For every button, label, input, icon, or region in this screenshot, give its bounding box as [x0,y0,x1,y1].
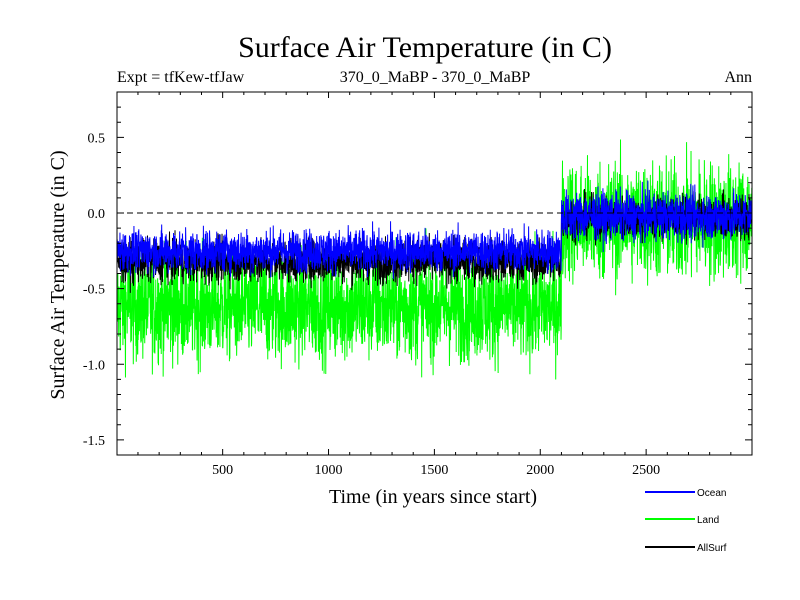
experiment-label: Expt = tfKew-tfJaw [117,69,245,86]
series-line-ocean [116,180,753,280]
legend-label: AllSurf [697,543,727,554]
season-label: Ann [724,69,752,86]
x-axis-label: Time (in years since start) [329,486,537,508]
legend: Ocean Land AllSurf [645,488,727,554]
y-axis-label: Surface Air Temperature (in C) [47,150,69,399]
y-tick-label: -1.0 [83,358,105,373]
x-tick-label: 1000 [315,463,343,478]
x-tick-label: 2000 [526,463,554,478]
y-tick-label: -0.5 [83,283,105,298]
y-tick-label: -1.5 [83,434,105,449]
legend-label: Ocean [697,488,726,499]
period-label: 370_0_MaBP - 370_0_MaBP [340,69,531,86]
series-line-land [116,139,753,380]
x-axis: 500 1000 1500 2000 2500 [137,92,732,478]
series-group [116,139,753,380]
y-tick-label: 0.0 [88,207,106,222]
legend-label: Land [697,515,719,526]
y-tick-label: 0.5 [88,131,106,146]
x-tick-label: 1500 [420,463,448,478]
y-axis: 0.5 0.0 -0.5 -1.0 -1.5 [83,106,752,449]
x-tick-label: 2500 [632,463,660,478]
chart-title: Surface Air Temperature (in C) [238,31,612,64]
x-tick-label: 500 [212,463,233,478]
